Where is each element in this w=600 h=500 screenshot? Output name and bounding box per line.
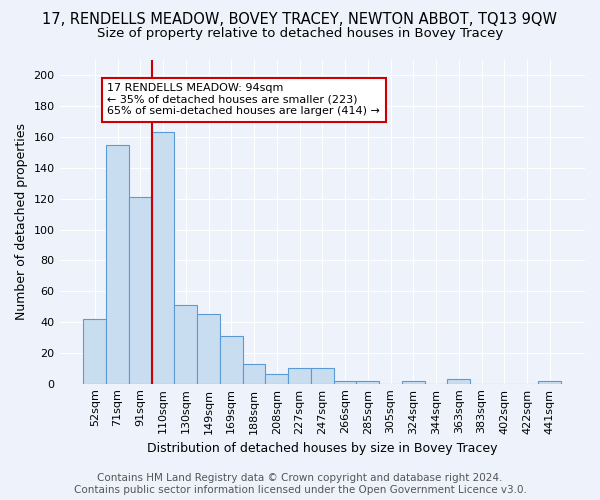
Text: Contains HM Land Registry data © Crown copyright and database right 2024.
Contai: Contains HM Land Registry data © Crown c… — [74, 474, 526, 495]
Text: 17 RENDELLS MEADOW: 94sqm
← 35% of detached houses are smaller (223)
65% of semi: 17 RENDELLS MEADOW: 94sqm ← 35% of detac… — [107, 83, 380, 116]
Bar — [129, 197, 152, 384]
Text: 17, RENDELLS MEADOW, BOVEY TRACEY, NEWTON ABBOT, TQ13 9QW: 17, RENDELLS MEADOW, BOVEY TRACEY, NEWTO… — [43, 12, 557, 28]
Y-axis label: Number of detached properties: Number of detached properties — [15, 124, 28, 320]
Bar — [152, 132, 175, 384]
X-axis label: Distribution of detached houses by size in Bovey Tracey: Distribution of detached houses by size … — [147, 442, 497, 455]
Bar — [220, 336, 242, 384]
Bar — [334, 380, 356, 384]
Bar — [175, 305, 197, 384]
Bar — [242, 364, 265, 384]
Bar — [197, 314, 220, 384]
Bar — [83, 319, 106, 384]
Bar — [311, 368, 334, 384]
Bar — [106, 145, 129, 384]
Bar — [356, 380, 379, 384]
Bar — [265, 374, 288, 384]
Bar — [402, 380, 425, 384]
Bar — [538, 380, 561, 384]
Bar — [288, 368, 311, 384]
Text: Size of property relative to detached houses in Bovey Tracey: Size of property relative to detached ho… — [97, 28, 503, 40]
Bar — [448, 379, 470, 384]
